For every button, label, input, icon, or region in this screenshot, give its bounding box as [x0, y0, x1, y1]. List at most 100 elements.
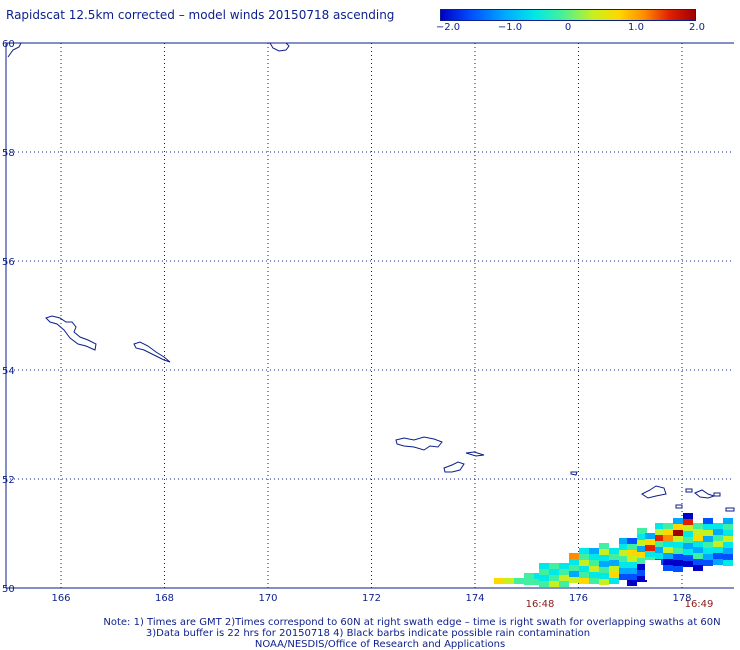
swath-cell [683, 555, 693, 561]
swath-cell [627, 568, 637, 574]
lat-tick-label: 50 [2, 584, 15, 595]
swath-cell [609, 548, 619, 554]
swath-cell [703, 554, 713, 560]
swath-cell [693, 535, 703, 541]
colorbar-tick: −1.0 [497, 22, 523, 33]
swath-cell [609, 572, 619, 578]
lon-tick-label: 176 [569, 593, 588, 604]
swath-cell [559, 575, 569, 581]
swath-cell [703, 524, 713, 530]
coastline-island [269, 42, 290, 52]
swath-cell [655, 541, 665, 547]
swath-cell [655, 529, 665, 535]
swath-cell [673, 536, 683, 542]
swath-cell [663, 565, 673, 571]
swath-time-label: 16:49 [685, 599, 714, 610]
swath-cell [589, 560, 599, 566]
swath-cell [494, 578, 504, 584]
swath-cell [589, 578, 599, 584]
swath-cell [559, 581, 569, 587]
swath-cell [609, 578, 619, 584]
swath-cell [637, 570, 647, 576]
swath-cell [723, 554, 733, 560]
swath-cell [637, 558, 647, 564]
swath-cell [599, 543, 609, 549]
swath-cell [713, 541, 723, 547]
colorbar-tick: 0 [564, 22, 572, 33]
gridlines [6, 43, 734, 588]
swath-cell [589, 566, 599, 572]
lon-tick-label: 168 [155, 593, 174, 604]
swath-cell [645, 533, 655, 539]
swath-cell [627, 544, 637, 550]
swath-cell [637, 534, 647, 540]
swath-cell [549, 575, 559, 581]
swath-cell [579, 554, 589, 560]
swath-cell [627, 538, 637, 544]
swath-cell [637, 528, 647, 534]
swath-cell [539, 563, 549, 569]
note-line-1: Note: 1) Times are GMT 2)Times correspon… [103, 617, 721, 628]
swath-cell [627, 580, 637, 586]
swath-cell [637, 576, 647, 582]
swath-cell [663, 547, 673, 553]
colorbar-tick: −2.0 [435, 22, 461, 33]
swath-cell [645, 551, 655, 557]
coastline-kiska-island [641, 485, 667, 499]
coastline-islet [685, 488, 693, 493]
swath-cell [645, 545, 655, 551]
swath-cell [609, 566, 619, 572]
coastline-islet [713, 492, 721, 497]
swath-cell [663, 529, 673, 535]
coastline-islet [570, 471, 578, 476]
swath-cell [569, 559, 579, 565]
swath-cell [713, 529, 723, 535]
swath-cell [645, 539, 655, 545]
swath-cell [599, 567, 609, 573]
lat-tick-label: 52 [2, 475, 15, 486]
swath-cell [673, 530, 683, 536]
swath-cell [627, 574, 637, 580]
swath-cell [619, 556, 629, 562]
swath-cell [693, 553, 703, 559]
coastline-islet [465, 451, 485, 457]
swath-cell [539, 575, 549, 581]
lon-tick-label: 174 [465, 593, 484, 604]
swath-gap [645, 560, 661, 580]
swath-cell [579, 566, 589, 572]
swath-cell [559, 569, 569, 575]
swath-cell [673, 566, 683, 572]
swath-cell [723, 518, 733, 524]
lon-tick-label: 166 [51, 593, 70, 604]
swath-cell [673, 554, 683, 560]
coastline-bering-island [45, 315, 97, 351]
swath-cell [539, 581, 549, 587]
wind-swath [494, 513, 733, 587]
coastline-attu-island [395, 436, 443, 451]
swath-cell [703, 536, 713, 542]
swath-cell [599, 549, 609, 555]
swath-cell [619, 574, 629, 580]
swath-cell [589, 548, 599, 554]
swath-cell [569, 553, 579, 559]
coastlines [7, 42, 735, 512]
swath-cell [683, 513, 693, 519]
lat-tick-label: 58 [2, 148, 15, 159]
swath-cell [683, 543, 693, 549]
swath-cell [703, 530, 713, 536]
swath-cell [579, 578, 589, 584]
colorbar [440, 9, 696, 21]
swath-cell [673, 524, 683, 530]
swath-time-label: 16:48 [526, 599, 555, 610]
swath-cell [619, 550, 629, 556]
swath-cell [559, 563, 569, 569]
swath-cell [655, 535, 665, 541]
swath-cell [693, 541, 703, 547]
coastline-islet [675, 504, 683, 509]
swath-cell [569, 577, 579, 583]
swath-cell [703, 548, 713, 554]
swath-cell [673, 548, 683, 554]
swath-cell [663, 535, 673, 541]
swath-cell [723, 536, 733, 542]
swath-cell [713, 547, 723, 553]
